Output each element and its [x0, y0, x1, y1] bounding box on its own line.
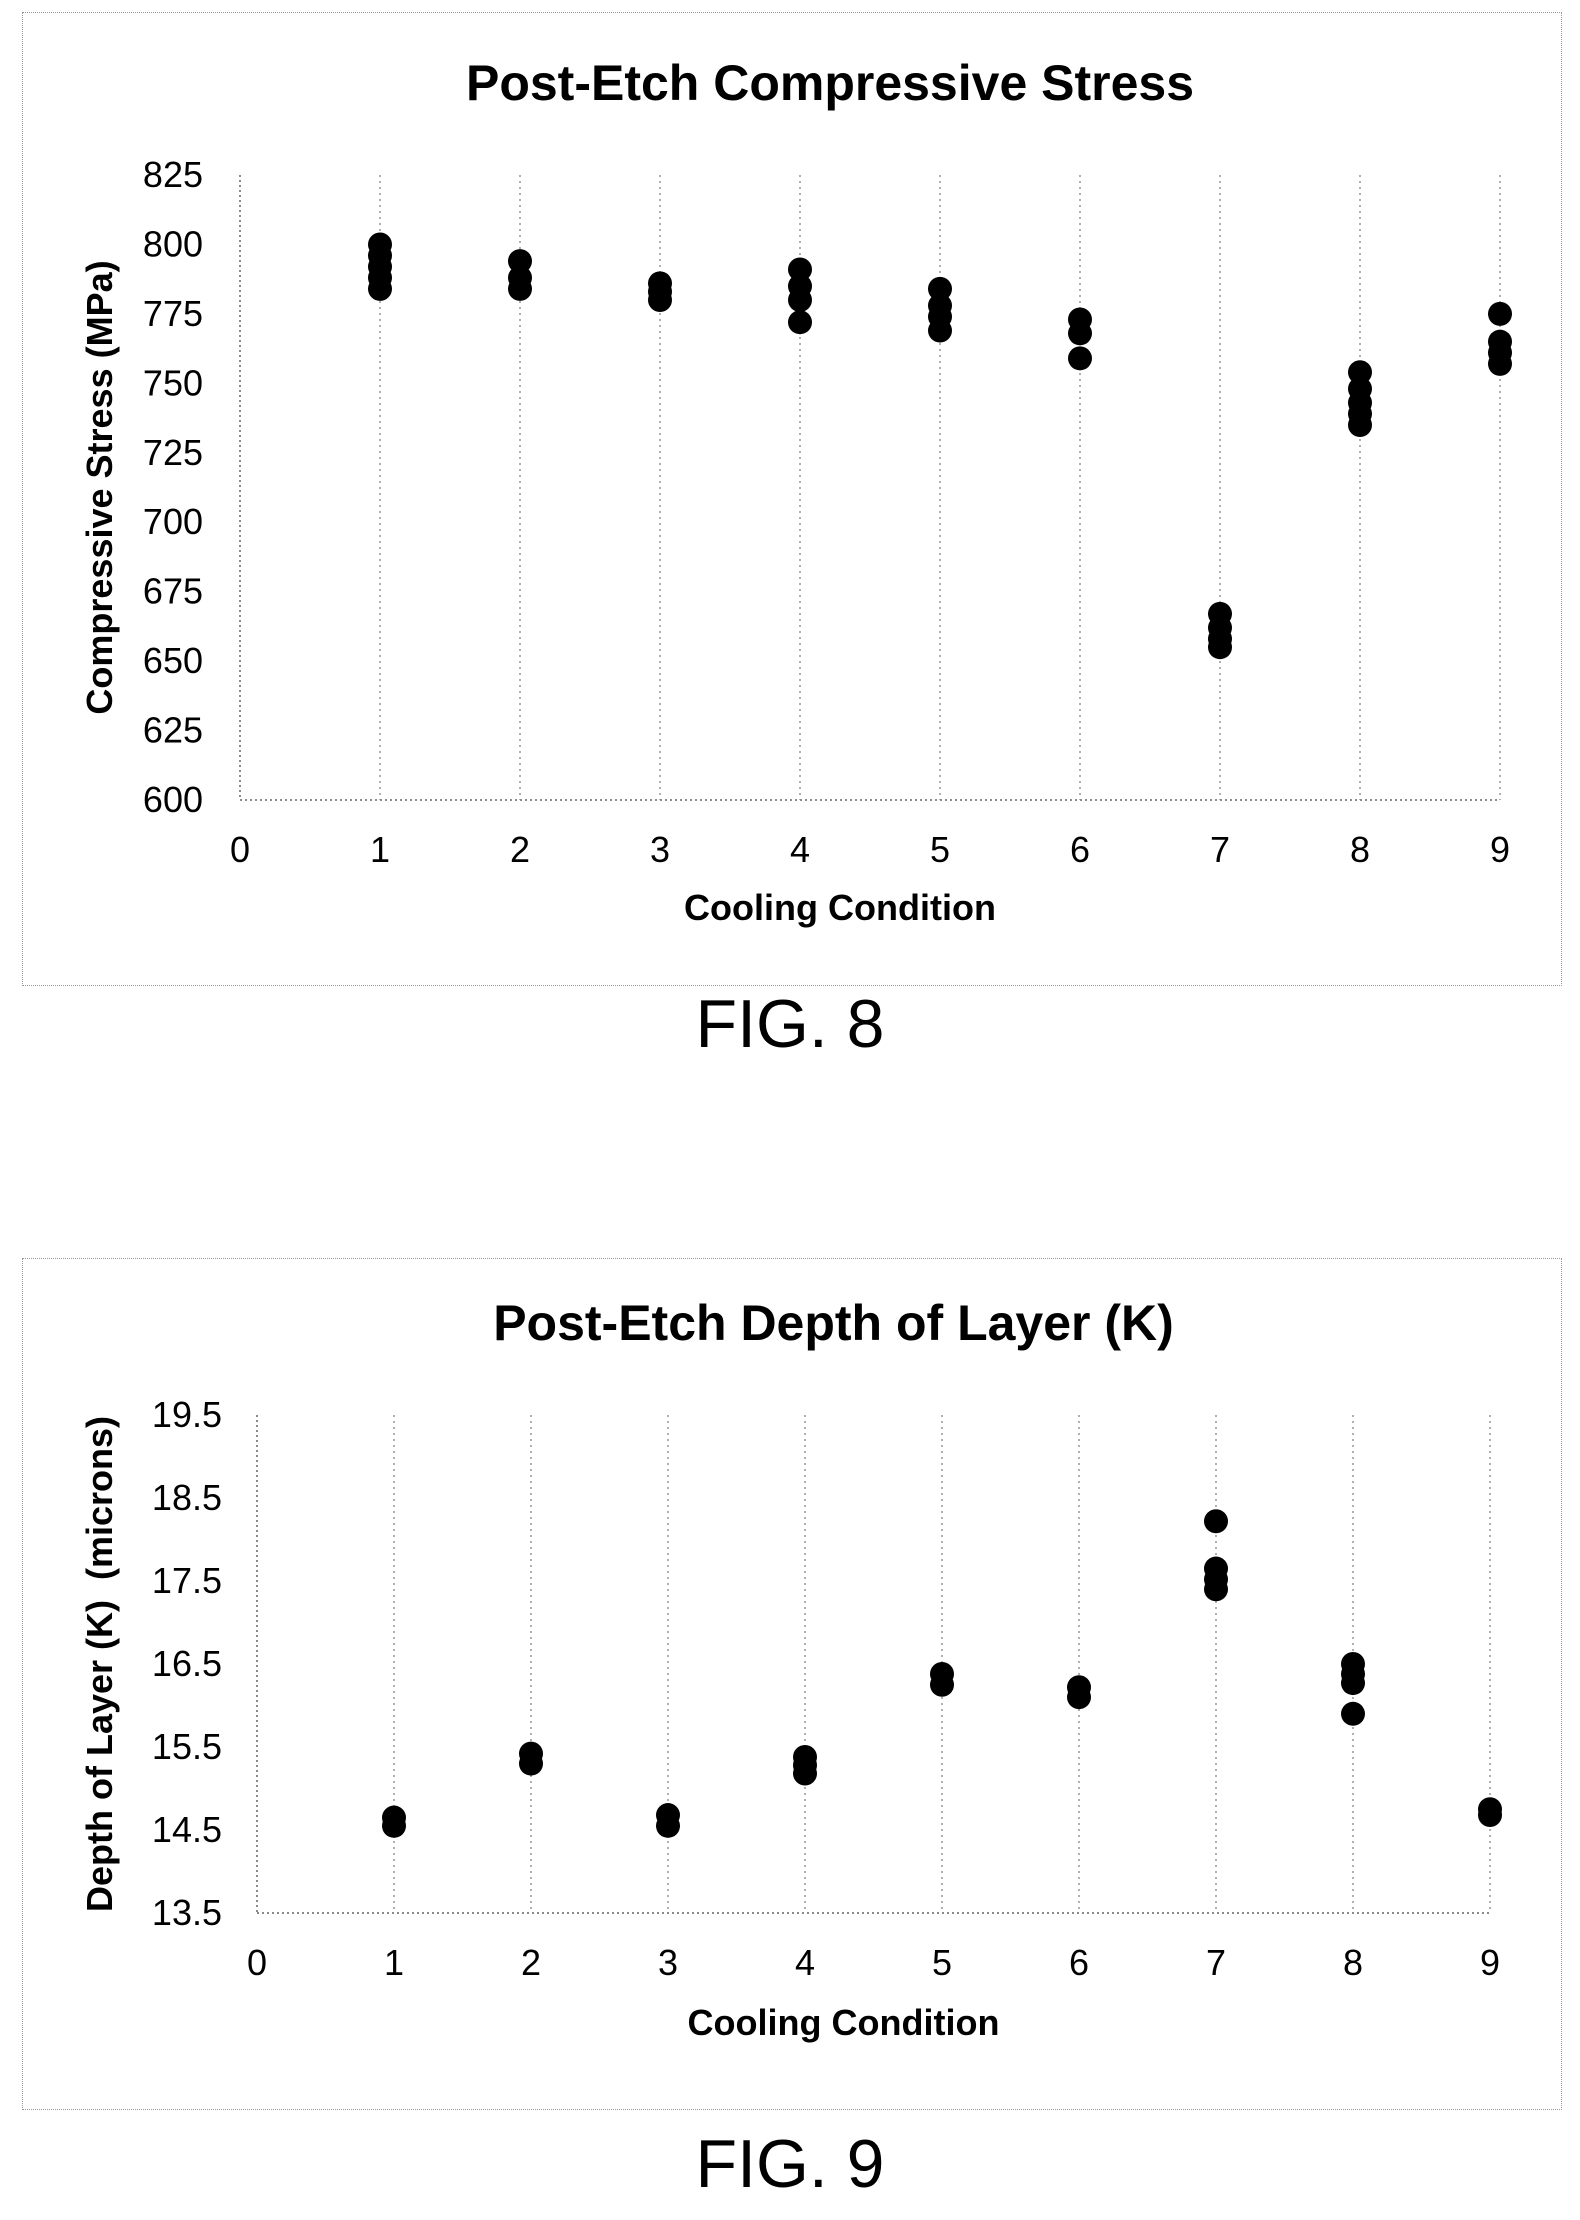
chart1-x-tick-label: 3	[650, 829, 670, 870]
chart1-data-point	[928, 276, 952, 301]
chart2-data-point	[1478, 1803, 1502, 1828]
chart1-x-tick-label: 7	[1210, 829, 1230, 870]
chart1-data-point	[508, 276, 532, 301]
chart2-data-point	[1341, 1701, 1365, 1726]
chart2-x-tick-label: 3	[658, 1942, 678, 1983]
chart2-data-point	[382, 1813, 406, 1838]
chart1-y-axis-title: Compressive Stress (MPa)	[79, 260, 120, 714]
chart2-data-point	[1204, 1509, 1228, 1534]
chart2-data-point	[1067, 1685, 1091, 1710]
figure-label-8: FIG. 8	[695, 986, 885, 1062]
chart2-title: Post-Etch Depth of Layer (K)	[493, 1295, 1174, 1351]
chart1-data-point	[928, 318, 952, 343]
chart1-data-point	[1208, 635, 1232, 660]
chart1-x-tick-label: 2	[510, 829, 530, 870]
chart1-data-point	[1068, 346, 1092, 371]
chart-panel-depth-of-layer	[22, 1258, 1562, 2110]
chart2-x-tick-label: 5	[932, 1942, 952, 1983]
chart1-x-tick-label: 1	[370, 829, 390, 870]
chart2-x-tick-label: 1	[384, 1942, 404, 1983]
chart2-x-tick-label: 7	[1206, 1942, 1226, 1983]
chart2-y-tick-label: 19.5	[152, 1394, 222, 1435]
chart1-data-point	[1488, 301, 1512, 326]
chart1-x-tick-label: 8	[1350, 829, 1370, 870]
chart1-x-tick-label: 4	[790, 829, 810, 870]
chart1-x-tick-label: 9	[1490, 829, 1510, 870]
chart1-y-tick-label: 725	[143, 432, 203, 473]
chart1-data-point	[788, 288, 812, 312]
chart1-x-axis-title: Cooling Condition	[684, 887, 996, 928]
chart2-x-tick-label: 4	[795, 1942, 815, 1983]
chart2-data-point	[930, 1672, 954, 1697]
chart2-x-tick-label: 8	[1343, 1942, 1363, 1983]
chart1-y-tick-label: 675	[143, 571, 203, 612]
chart2-data-point	[793, 1761, 817, 1786]
chart1-x-tick-label: 0	[230, 829, 250, 870]
chart2-data-point	[1341, 1671, 1365, 1696]
chart1-y-tick-label: 775	[143, 293, 203, 334]
chart2-y-axis-title: Depth of Layer (K) (microns)	[79, 1416, 120, 1912]
chart2-data-point	[519, 1751, 543, 1776]
chart1-y-tick-label: 700	[143, 501, 203, 542]
chart1-data-point	[788, 310, 812, 335]
chart1-title: Post-Etch Compressive Stress	[466, 55, 1194, 111]
chart1-x-tick-label: 6	[1070, 829, 1090, 870]
chart1-data-point	[368, 276, 392, 301]
chart2-x-axis-title: Cooling Condition	[688, 2002, 1000, 2043]
chart1-data-point	[648, 288, 672, 312]
chart1-data-point	[508, 249, 532, 274]
chart2-y-tick-label: 18.5	[152, 1477, 222, 1518]
chart2-x-tick-label: 9	[1480, 1942, 1500, 1983]
chart1-data-point	[1348, 413, 1372, 437]
chart1-data-point	[1488, 351, 1512, 376]
chart2-x-tick-label: 2	[521, 1942, 541, 1983]
chart1-y-tick-label: 825	[143, 154, 203, 195]
chart2-y-tick-label: 17.5	[152, 1560, 222, 1601]
chart1-y-tick-label: 800	[143, 223, 203, 264]
chart2-y-tick-label: 15.5	[152, 1726, 222, 1767]
chart1-y-tick-label: 600	[143, 779, 203, 820]
chart2-y-tick-label: 14.5	[152, 1809, 222, 1850]
chart1-x-tick-label: 5	[930, 829, 950, 870]
chart1-y-tick-label: 650	[143, 640, 203, 681]
chart2-y-tick-label: 13.5	[152, 1892, 222, 1933]
chart-panel-compressive-stress	[22, 12, 1562, 986]
chart2-data-point	[656, 1813, 680, 1838]
chart2-data-point	[1204, 1577, 1228, 1602]
chart1-data-point	[1068, 321, 1092, 346]
figure-label-9: FIG. 9	[695, 2126, 885, 2202]
chart1-data-point	[1348, 360, 1372, 385]
chart1-data-point	[788, 257, 812, 282]
chart1-y-tick-label: 625	[143, 710, 203, 751]
chart2-x-tick-label: 6	[1069, 1942, 1089, 1983]
chart1-y-tick-label: 750	[143, 362, 203, 403]
chart2-y-tick-label: 16.5	[152, 1643, 222, 1684]
chart2-x-tick-label: 0	[247, 1942, 267, 1983]
